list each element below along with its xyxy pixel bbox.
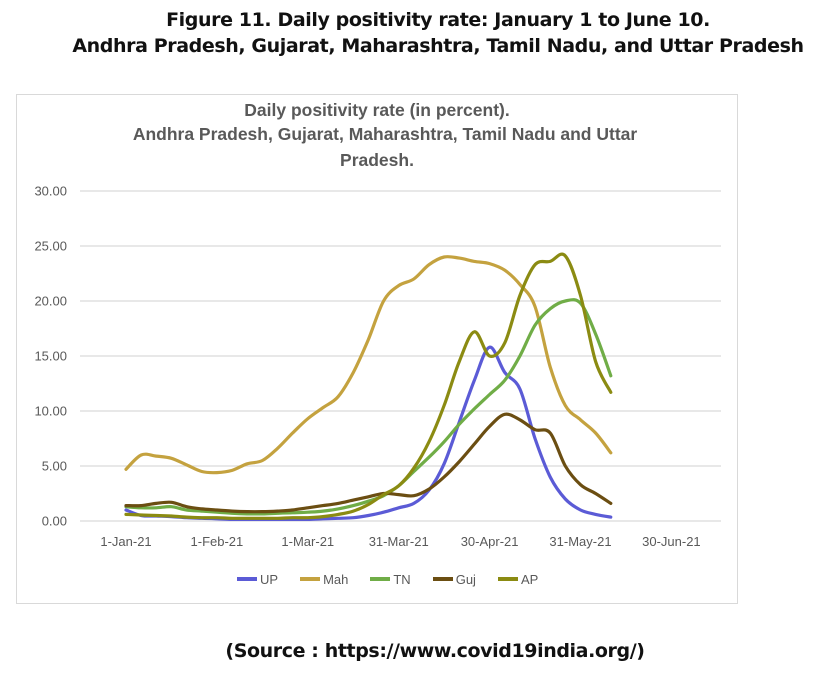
- legend-label: UP: [260, 571, 279, 587]
- y-tick-label: 0.00: [42, 514, 67, 529]
- x-axis-ticks: 1-Jan-21 1-Feb-21 1-Mar-21 31-Mar-21 30-Apr-…: [100, 534, 700, 549]
- y-tick-label: 5.00: [42, 459, 67, 474]
- series-line-guj: [124, 412, 613, 514]
- legend-item-mah: Mah: [300, 572, 348, 587]
- legend-label: AP: [520, 571, 539, 587]
- legend-item-up: UP: [237, 572, 278, 587]
- legend-label: Guj: [455, 571, 476, 587]
- x-tick-label: 1-Mar-21: [281, 534, 334, 549]
- y-tick-label: 20.00: [34, 294, 67, 309]
- gridlines: [80, 190, 721, 522]
- y-tick-label: 25.00: [34, 239, 67, 254]
- x-tick-label: 31-Mar-21: [369, 534, 429, 549]
- legend-item-tn: TN: [370, 571, 411, 587]
- x-tick-label: 1-Feb-21: [191, 534, 244, 549]
- figure-title-line1: Figure 11. Daily positivity rate: Januar…: [166, 9, 710, 31]
- legend-swatch: [497, 577, 518, 581]
- y-axis-ticks: 0.00 5.00 10.00 15.00 20.00 25.00 30.00: [34, 184, 67, 529]
- y-tick-label: 15.00: [34, 349, 67, 364]
- figure-title-line2: Andhra Pradesh, Gujarat, Maharashtra, Ta…: [72, 35, 804, 57]
- x-tick-label: 31-May-21: [549, 534, 611, 549]
- legend: UP Mah TN Guj AP: [237, 569, 560, 589]
- series-line-tn: [124, 298, 613, 516]
- series-line-up: [124, 345, 613, 522]
- series-line-ap: [124, 252, 613, 520]
- x-tick-label: 30-Apr-21: [461, 534, 519, 549]
- chart-frame: [16, 94, 738, 604]
- chart-title-line1: Daily positivity rate (in percent).: [244, 100, 510, 120]
- legend-label: Mah: [323, 571, 349, 587]
- series-line-mah: [124, 255, 613, 475]
- legend-swatch: [237, 577, 257, 581]
- chart-title-line2: Andhra Pradesh, Gujarat, Maharashtra, Ta…: [132, 124, 638, 144]
- legend-item-ap: AP: [497, 571, 539, 587]
- source-caption: (Source : https://www.covid19india.org/): [225, 640, 645, 662]
- y-tick-label: 30.00: [34, 184, 67, 199]
- series-lines: [124, 252, 613, 522]
- legend-swatch: [432, 577, 453, 581]
- y-tick-label: 10.00: [34, 404, 67, 419]
- legend-label: TN: [393, 571, 411, 587]
- chart-title-line3: Pradesh.: [340, 150, 414, 170]
- x-tick-label: 30-Jun-21: [642, 534, 701, 549]
- legend-item-guj: Guj: [432, 571, 476, 587]
- legend-swatch: [370, 577, 391, 581]
- x-tick-label: 1-Jan-21: [100, 534, 151, 549]
- legend-swatch: [300, 577, 321, 581]
